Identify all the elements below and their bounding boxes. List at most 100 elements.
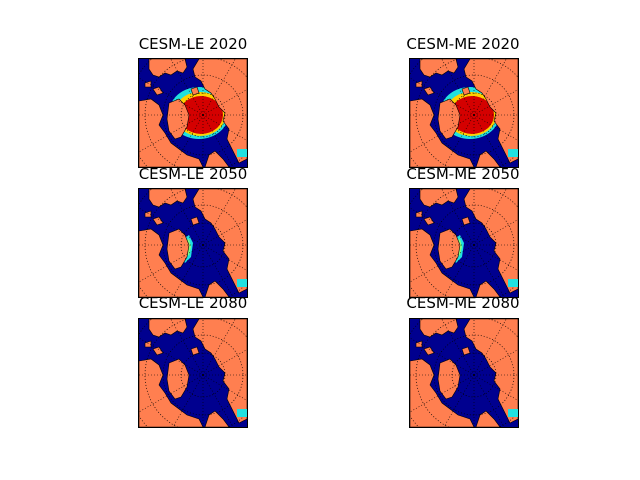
graticule-meridian-240 bbox=[170, 189, 204, 246]
cyan-patch bbox=[508, 149, 518, 157]
graticule-meridian-30 bbox=[202, 374, 247, 401]
land-mass-6 bbox=[144, 80, 152, 88]
cyan-patch bbox=[237, 409, 247, 417]
graticule-meridian-330 bbox=[202, 349, 247, 376]
map-frame bbox=[409, 318, 519, 428]
land-mass-1 bbox=[419, 319, 459, 338]
map-panel-cesm-me-2020 bbox=[409, 58, 519, 168]
graticule-meridian-240 bbox=[170, 59, 204, 116]
arctic-map bbox=[410, 59, 518, 167]
land-mass-6 bbox=[144, 210, 152, 218]
panel-title-cesm-me-2050: CESM-ME 2050 bbox=[406, 165, 520, 183]
land-mass-2 bbox=[437, 358, 461, 400]
cyan-patch bbox=[508, 279, 518, 287]
land-mass-6 bbox=[415, 80, 423, 88]
cyan-patch bbox=[237, 149, 247, 157]
land-mass-3 bbox=[139, 98, 204, 167]
graticule-meridian-150 bbox=[139, 374, 204, 413]
map-panel-cesm-le-2020 bbox=[138, 58, 248, 168]
land-mass-1 bbox=[148, 59, 188, 78]
land-mass-5 bbox=[152, 86, 164, 96]
graticule-meridian-210 bbox=[139, 77, 204, 116]
graticule-meridian-210 bbox=[139, 207, 204, 246]
panel-title-cesm-le-2020: CESM-LE 2020 bbox=[138, 35, 248, 53]
map-frame bbox=[409, 188, 519, 298]
graticule-meridian-210 bbox=[139, 337, 204, 376]
land-mass-4 bbox=[475, 410, 501, 427]
map-frame bbox=[409, 58, 519, 168]
sea-ice-core bbox=[450, 96, 494, 134]
map-frame bbox=[138, 318, 248, 428]
graticule-meridian-330 bbox=[202, 89, 247, 116]
land-mass-4 bbox=[475, 280, 501, 297]
land-mass-6 bbox=[144, 340, 152, 348]
land-mass-4 bbox=[204, 280, 230, 297]
panel-title-cesm-me-2020: CESM-ME 2020 bbox=[406, 35, 520, 53]
land-mass-1 bbox=[419, 59, 459, 78]
land-mass-0 bbox=[192, 189, 247, 294]
land-mass-7 bbox=[190, 346, 200, 356]
land-mass-2 bbox=[166, 98, 190, 140]
land-mass-0 bbox=[463, 319, 518, 424]
land-mass-2 bbox=[166, 358, 190, 400]
land-mass-4 bbox=[204, 410, 230, 427]
graticule-meridian-150 bbox=[139, 244, 204, 283]
arctic-map bbox=[139, 319, 247, 427]
land-mass-6 bbox=[415, 210, 423, 218]
panel-title-cesm-me-2080: CESM-ME 2080 bbox=[406, 294, 520, 312]
arctic-map bbox=[410, 319, 518, 427]
map-panel-cesm-le-2050 bbox=[138, 188, 248, 298]
land-mass-2 bbox=[437, 98, 461, 140]
land-mass-7 bbox=[190, 86, 200, 96]
land-mass-7 bbox=[190, 216, 200, 226]
land-mass-6 bbox=[415, 340, 423, 348]
map-panel-cesm-me-2080 bbox=[409, 318, 519, 428]
map-frame bbox=[138, 188, 248, 298]
land-mass-5 bbox=[423, 216, 435, 226]
cyan-patch bbox=[237, 279, 247, 287]
land-mass-0 bbox=[463, 59, 518, 164]
arctic-map bbox=[410, 189, 518, 297]
land-mass-7 bbox=[461, 346, 471, 356]
land-mass-5 bbox=[152, 216, 164, 226]
land-mass-5 bbox=[423, 86, 435, 96]
map-frame bbox=[138, 58, 248, 168]
land-mass-3 bbox=[410, 358, 475, 427]
land-mass-2 bbox=[166, 228, 190, 270]
graticule-meridian-60 bbox=[473, 114, 505, 167]
graticule-meridian-300 bbox=[473, 59, 507, 116]
graticule-meridian-120 bbox=[443, 114, 475, 167]
graticule-meridian-300 bbox=[473, 189, 507, 246]
graticule-meridian-60 bbox=[202, 114, 234, 167]
land-mass-1 bbox=[148, 319, 188, 338]
land-mass-1 bbox=[419, 189, 459, 208]
land-mass-1 bbox=[148, 189, 188, 208]
arctic-map bbox=[139, 59, 247, 167]
cyan-patch bbox=[508, 409, 518, 417]
land-mass-0 bbox=[192, 319, 247, 424]
land-mass-3 bbox=[139, 358, 204, 427]
land-mass-4 bbox=[204, 150, 230, 167]
graticule-meridian-300 bbox=[202, 59, 236, 116]
land-mass-7 bbox=[461, 86, 471, 96]
graticule-meridian-330 bbox=[202, 219, 247, 246]
graticule-meridian-150 bbox=[139, 114, 204, 153]
graticule-meridian-120 bbox=[172, 114, 204, 167]
map-panel-cesm-le-2080 bbox=[138, 318, 248, 428]
land-mass-2 bbox=[437, 228, 461, 270]
land-mass-3 bbox=[139, 228, 204, 297]
sea-ice-core bbox=[179, 96, 223, 134]
land-mass-3 bbox=[410, 228, 475, 297]
land-mass-5 bbox=[423, 346, 435, 356]
arctic-map bbox=[139, 189, 247, 297]
land-mass-0 bbox=[463, 189, 518, 294]
graticule-meridian-240 bbox=[441, 59, 475, 116]
panel-title-cesm-le-2080: CESM-LE 2080 bbox=[138, 294, 248, 312]
graticule-meridian-240 bbox=[441, 189, 475, 246]
land-mass-4 bbox=[475, 150, 501, 167]
graticule-meridian-300 bbox=[202, 189, 236, 246]
graticule-meridian-30 bbox=[202, 114, 247, 141]
land-mass-5 bbox=[152, 346, 164, 356]
land-mass-0 bbox=[192, 59, 247, 164]
land-mass-3 bbox=[410, 98, 475, 167]
